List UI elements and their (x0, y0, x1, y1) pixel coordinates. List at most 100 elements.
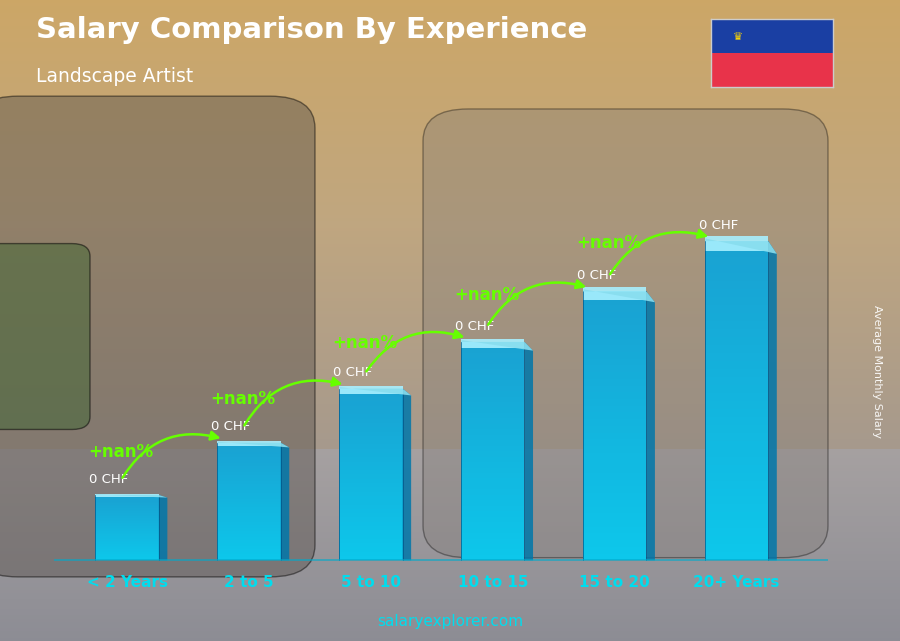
Bar (705, 512, 769, 520)
Bar (339, 406, 402, 410)
Bar (339, 522, 402, 526)
Bar (0, 115, 900, 119)
Bar (339, 419, 402, 423)
Bar (705, 417, 769, 424)
Bar (705, 433, 769, 440)
Bar (0, 635, 900, 638)
Text: 0 CHF: 0 CHF (212, 420, 250, 433)
Bar (217, 519, 281, 522)
Bar (0, 413, 900, 417)
Bar (0, 442, 900, 445)
Bar (0, 199, 900, 202)
Bar (0, 330, 900, 333)
Bar (217, 463, 281, 466)
Bar (0, 51, 900, 54)
Bar (0, 38, 900, 42)
Bar (0, 497, 900, 500)
Bar (583, 325, 646, 332)
Bar (0, 32, 900, 35)
Bar (95, 524, 158, 526)
Bar (0, 622, 900, 625)
Bar (705, 449, 769, 456)
Bar (95, 556, 158, 557)
Bar (0, 619, 900, 622)
Bar (339, 423, 402, 428)
Bar (339, 436, 402, 440)
Bar (0, 96, 900, 99)
Bar (0, 542, 900, 545)
Polygon shape (769, 241, 777, 560)
Bar (0, 301, 900, 304)
Polygon shape (705, 238, 777, 254)
Bar (705, 528, 769, 537)
Bar (0, 311, 900, 314)
Bar (95, 503, 158, 505)
Bar (0, 481, 900, 484)
Bar (0, 346, 900, 349)
Bar (0, 343, 900, 346)
Bar (461, 347, 525, 353)
Bar (0, 61, 900, 64)
Bar (95, 544, 158, 545)
Bar (705, 289, 769, 297)
Bar (0, 436, 900, 439)
Bar (461, 506, 525, 512)
Bar (95, 528, 158, 529)
Bar (0, 423, 900, 426)
Bar (217, 493, 281, 495)
Bar (461, 495, 525, 500)
Bar (217, 522, 281, 525)
Bar (0, 288, 900, 292)
Bar (339, 401, 402, 406)
Bar (0, 228, 900, 231)
Bar (705, 265, 769, 273)
Bar (0, 333, 900, 337)
Bar (461, 440, 525, 445)
Bar (461, 555, 525, 560)
Bar (0, 295, 900, 298)
Bar (0, 109, 900, 112)
Bar (0, 420, 900, 423)
Bar (461, 467, 525, 473)
Bar (0, 570, 900, 574)
Bar (95, 526, 158, 528)
Bar (0, 519, 900, 522)
Bar (0, 526, 900, 529)
Bar (705, 249, 769, 257)
Bar (0, 282, 900, 285)
Bar (339, 386, 402, 394)
Bar (95, 515, 158, 516)
Bar (461, 517, 525, 522)
Bar (461, 528, 525, 533)
Bar (461, 429, 525, 435)
Bar (0, 292, 900, 295)
Bar (217, 528, 281, 531)
Bar (95, 537, 158, 539)
Bar (217, 537, 281, 540)
Bar (0, 250, 900, 253)
Bar (217, 443, 281, 445)
Bar (583, 352, 646, 359)
Bar (0, 138, 900, 141)
Bar (339, 410, 402, 414)
Bar (583, 527, 646, 533)
Bar (461, 451, 525, 456)
Bar (705, 369, 769, 377)
Bar (217, 441, 281, 446)
Bar (339, 397, 402, 401)
Bar (217, 481, 281, 484)
Bar (217, 554, 281, 558)
Bar (0, 0, 900, 3)
Bar (217, 451, 281, 454)
Bar (95, 518, 158, 519)
Bar (705, 353, 769, 361)
Text: +nan%: +nan% (576, 234, 641, 252)
Bar (0, 484, 900, 487)
Bar (583, 446, 646, 453)
Bar (217, 501, 281, 504)
Bar (217, 545, 281, 549)
Bar (0, 135, 900, 138)
Bar (0, 173, 900, 176)
Bar (583, 399, 646, 406)
Bar (0, 385, 900, 388)
